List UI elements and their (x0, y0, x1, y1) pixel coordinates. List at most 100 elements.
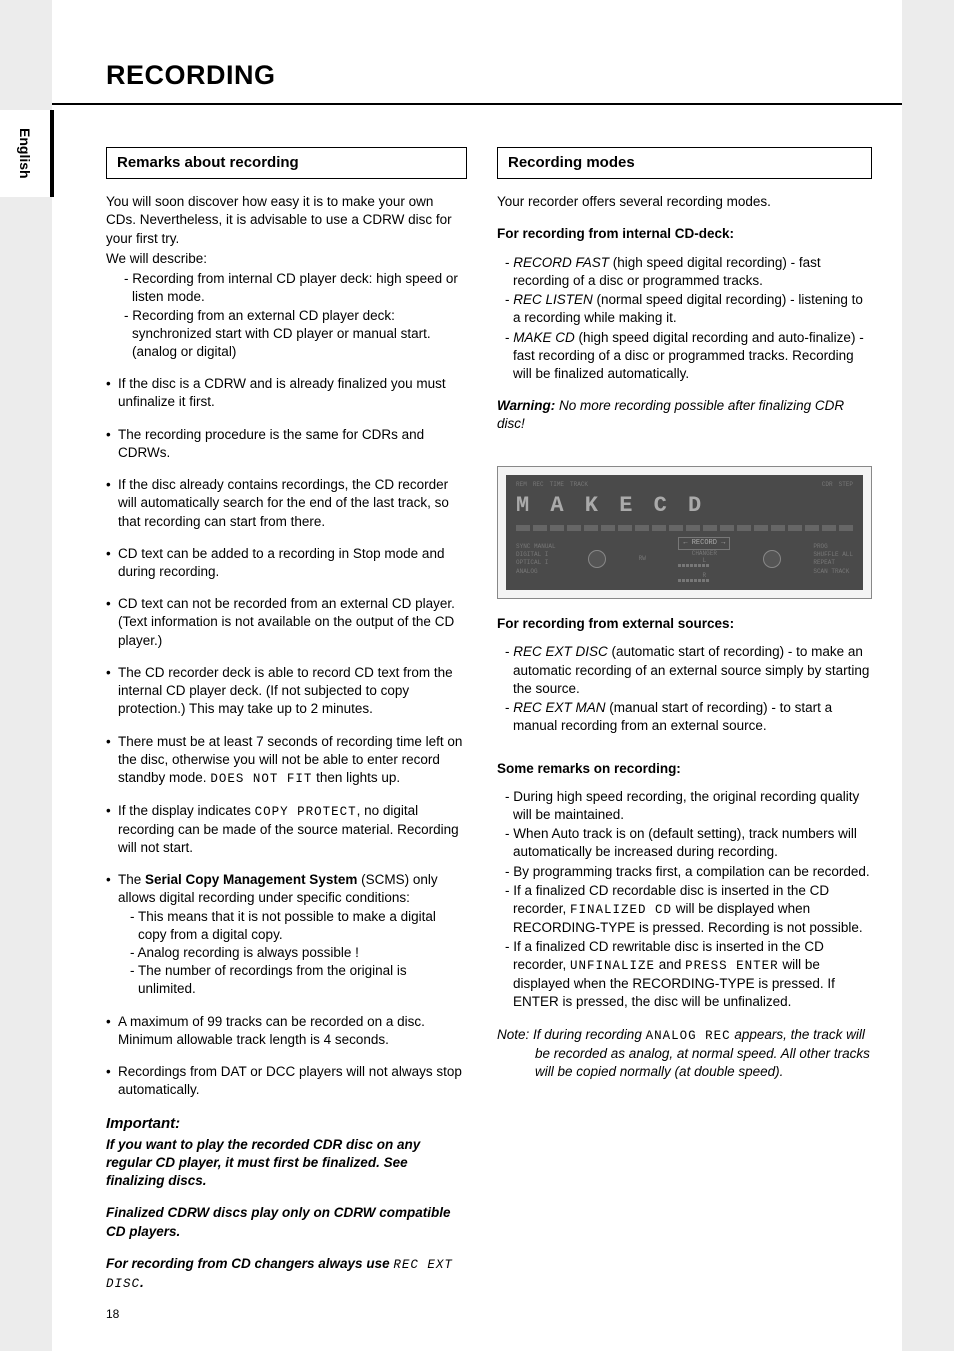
describe-item: - Recording from an external CD player d… (124, 307, 467, 362)
bullet-text: If the disc is a CDRW and is already fin… (118, 375, 467, 411)
internal-list: - RECORD FAST (high speed digital record… (497, 254, 872, 384)
bullet-dot: • (106, 1013, 118, 1049)
describe-list: - Recording from internal CD player deck… (106, 270, 467, 361)
lcd-label: SYNC (516, 543, 530, 550)
remark-item: - If a finalized CD rewritable disc is i… (505, 938, 872, 1012)
bullet-dot: • (106, 426, 118, 462)
display-code: COPY PROTECT (255, 805, 357, 819)
term: MAKE CD (513, 330, 575, 345)
lcd-screen: REM REC TIME TRACK CDR STEP M A K E C D … (506, 475, 863, 590)
lcd-label: REC (533, 481, 544, 489)
bullet-text: The Serial Copy Management System (SCMS)… (118, 871, 467, 999)
page-title: RECORDING (52, 60, 902, 105)
lcd-center: ← RECORD → CHANGER L R (678, 537, 730, 583)
list-item: - REC EXT DISC (automatic start of recor… (505, 643, 872, 698)
left-column: Remarks about recording You will soon di… (106, 147, 467, 1307)
lcd-label: SCAN (813, 568, 827, 575)
list-item: - REC LISTEN (normal speed digital recor… (505, 291, 872, 327)
bullet-text: If the display indicates COPY PROTECT, n… (118, 802, 467, 857)
term: RECORD FAST (513, 255, 609, 270)
text-segment: The (118, 872, 145, 887)
bullet-text: The CD recorder deck is able to record C… (118, 664, 467, 719)
text-segment: and (655, 957, 685, 972)
text-segment: Note: If during recording (497, 1027, 646, 1042)
external-list: - REC EXT DISC (automatic start of recor… (497, 643, 872, 735)
bullet-item: •CD text can not be recorded from an ext… (106, 595, 467, 650)
sub-item: - Analog recording is always possible ! (130, 944, 467, 962)
lcd-label: OPTICAL I (516, 559, 556, 567)
intro-para-1: You will soon discover how easy it is to… (106, 193, 467, 248)
lcd-display-figure: REM REC TIME TRACK CDR STEP M A K E C D … (497, 466, 872, 599)
warning-label: Warning: (497, 398, 555, 413)
bullet-text: The recording procedure is the same for … (118, 426, 467, 462)
sub-item: - This means that it is not possible to … (130, 908, 467, 944)
bullet-item: •If the disc already contains recordings… (106, 476, 467, 531)
intro-para-2: We will describe: (106, 250, 467, 268)
bullet-item: • If the display indicates COPY PROTECT,… (106, 802, 467, 857)
remark-item: - If a finalized CD recordable disc is i… (505, 882, 872, 937)
lcd-label: MANUAL (534, 543, 556, 550)
lcd-label: SHUFFLE (813, 551, 838, 558)
bullet-item: •The CD recorder deck is able to record … (106, 664, 467, 719)
bullet-dot: • (106, 1063, 118, 1099)
bullet-dot: • (106, 802, 118, 857)
lcd-label: ANALOG (516, 568, 556, 576)
lcd-track-bars (516, 525, 853, 531)
text-segment: If the display indicates (118, 803, 255, 818)
lcd-left-labels: SYNC MANUAL DIGITAL I OPTICAL I ANALOG (516, 543, 556, 575)
term: REC LISTEN (513, 292, 593, 307)
right-intro: Your recorder offers several recording m… (497, 193, 872, 211)
warning-block: Warning: No more recording possible afte… (497, 397, 872, 452)
bullet-text: If the disc already contains recordings,… (118, 476, 467, 531)
disc-icon (588, 550, 606, 568)
important-label: Important: (106, 1114, 467, 1134)
important-text-2: Finalized CDRW discs play only on CDRW c… (106, 1204, 467, 1240)
subheading-external: For recording from external sources: (497, 615, 872, 633)
important-text-1: If you want to play the recorded CDR dis… (106, 1136, 467, 1191)
bullet-dot: • (106, 595, 118, 650)
lcd-label: STEP (839, 481, 853, 489)
bullet-dot: • (106, 476, 118, 531)
bullet-item: •A maximum of 99 tracks can be recorded … (106, 1013, 467, 1049)
subheading-internal: For recording from internal CD-deck: (497, 225, 872, 243)
lcd-right-labels: PROG SHUFFLE ALL REPEAT SCAN TRACK (813, 543, 853, 575)
lcd-rw-label: RW (639, 555, 646, 563)
bullet-item: •Recordings from DAT or DCC players will… (106, 1063, 467, 1099)
document-page: English RECORDING Remarks about recordin… (52, 0, 902, 1351)
right-column: Recording modes Your recorder offers sev… (497, 147, 872, 1307)
bold-text: Serial Copy Management System (145, 872, 357, 887)
display-code: ANALOG REC (646, 1029, 731, 1043)
text-segment: For recording from CD changers always us… (106, 1256, 393, 1271)
lcd-record-label: ← RECORD → (678, 537, 730, 550)
list-item: - RECORD FAST (high speed digital record… (505, 254, 872, 290)
lcd-top-labels: REM REC TIME TRACK CDR STEP (516, 481, 853, 489)
bullet-item: • There must be at least 7 seconds of re… (106, 733, 467, 788)
right-section-header: Recording modes (497, 147, 872, 179)
describe-item: - Recording from internal CD player deck… (124, 270, 467, 306)
lcd-label: TRACK (570, 481, 588, 489)
term: REC EXT DISC (513, 644, 608, 659)
lcd-label: ALL (842, 551, 853, 558)
lcd-label: CDR (822, 481, 833, 489)
list-item: - REC EXT MAN (manual start of recording… (505, 699, 872, 735)
scms-sublist: - This means that it is not possible to … (118, 908, 467, 999)
left-section-header: Remarks about recording (106, 147, 467, 179)
disc-icon (763, 550, 781, 568)
list-item: - MAKE CD (high speed digital recording … (505, 329, 872, 384)
display-code: FINALIZED CD (570, 903, 672, 917)
page-number: 18 (106, 1307, 119, 1321)
remark-item: - When Auto track is on (default setting… (505, 825, 872, 861)
bullet-dot: • (106, 871, 118, 999)
sub-item: - The number of recordings from the orig… (130, 962, 467, 998)
remark-item: - During high speed recording, the origi… (505, 788, 872, 824)
lcd-label: RECORD (692, 539, 717, 547)
language-tab: English (0, 110, 52, 197)
bullet-item: • The Serial Copy Management System (SCM… (106, 871, 467, 999)
term: REC EXT MAN (513, 700, 605, 715)
text-segment: . (140, 1275, 144, 1290)
display-code: PRESS ENTER (685, 959, 779, 973)
bullet-dot: • (106, 375, 118, 411)
lcd-label: DIGITAL I (516, 551, 556, 559)
bullet-text: CD text can be added to a recording in S… (118, 545, 467, 581)
content-columns: Remarks about recording You will soon di… (52, 147, 902, 1307)
